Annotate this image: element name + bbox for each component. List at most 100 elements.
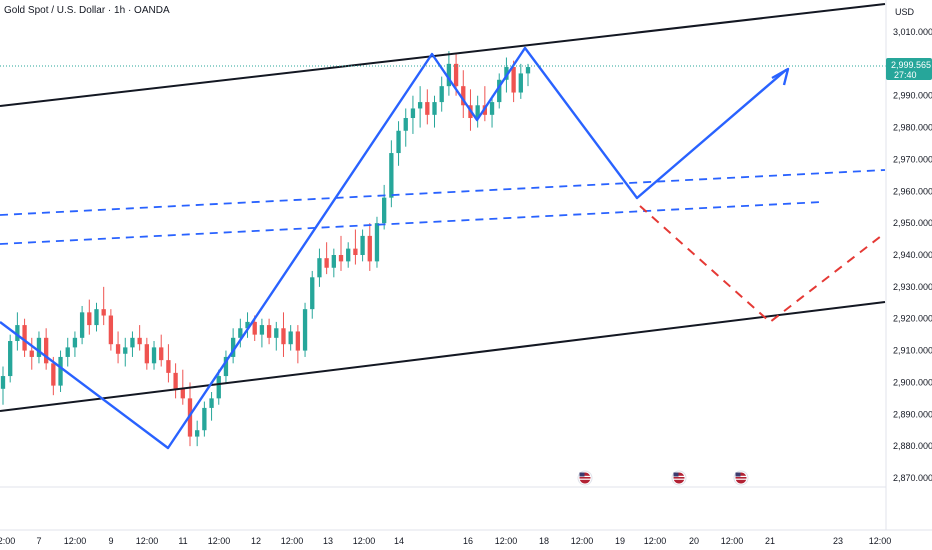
candle-body <box>101 309 106 316</box>
price-tick-label: 2,980.000 <box>893 123 932 133</box>
time-axis-ticks[interactable]: 12:00 7 12:00 9 12:00 11 12:00 12 12:00 13 12:00 14… <box>0 536 891 546</box>
candle-body <box>65 347 70 357</box>
time-tick-label: 12:00 <box>495 536 518 546</box>
us-flag-icon[interactable] <box>671 470 687 486</box>
candle <box>79 305 85 345</box>
candle <box>317 248 322 287</box>
dashed-support-line-upper[interactable] <box>0 169 886 216</box>
candle <box>173 363 178 399</box>
candle-body <box>151 347 157 364</box>
candle <box>58 350 63 392</box>
candle-body <box>475 105 480 119</box>
time-tick-label: 12:00 <box>644 536 667 546</box>
time-tick-label: 7 <box>36 536 41 546</box>
price-tick-label: 2,870.000 <box>893 473 932 483</box>
candle <box>274 321 279 351</box>
candle <box>525 63 531 87</box>
candle <box>108 309 114 351</box>
price-tick-label: 2,890.000 <box>893 409 932 419</box>
us-flag-icon[interactable] <box>733 470 749 486</box>
channel-upper-line[interactable] <box>0 3 886 107</box>
price-tick-label: 2,910.000 <box>893 346 932 356</box>
candle-body <box>166 360 171 373</box>
candle <box>65 337 70 367</box>
candle-body <box>353 248 358 255</box>
candle <box>166 344 171 383</box>
candle <box>353 229 358 265</box>
time-tick-label: 23 <box>833 536 843 546</box>
candle-body <box>360 235 365 255</box>
channel-lower-line[interactable] <box>0 301 886 412</box>
candle-body <box>489 102 495 115</box>
candle-body <box>382 197 387 224</box>
candle <box>94 302 99 332</box>
candle <box>266 318 272 345</box>
candle <box>439 76 444 112</box>
time-tick-label: 13 <box>323 536 333 546</box>
us-flag-icon[interactable] <box>577 470 593 486</box>
price-axis-panel[interactable] <box>886 0 932 550</box>
time-tick-label: 12:00 <box>721 536 744 546</box>
candle-body <box>331 255 336 268</box>
candle-body <box>367 235 372 262</box>
time-tick-label: 21 <box>765 536 775 546</box>
candle <box>101 286 106 326</box>
candle <box>288 325 293 351</box>
candle <box>209 391 214 421</box>
current-price-countdown: 27:40 <box>894 70 917 80</box>
current-price-label[interactable]: 2,999.565 27:40 <box>886 58 932 80</box>
candle <box>461 70 466 119</box>
candle-body <box>338 255 344 262</box>
candle <box>216 369 221 405</box>
price-tick-label: 2,970.000 <box>893 154 932 164</box>
candle-body <box>266 325 272 338</box>
candle-body <box>432 102 437 115</box>
time-tick-label: 12:00 <box>208 536 231 546</box>
current-price-value: 2,999.565 <box>891 60 931 70</box>
time-tick-label: 11 <box>178 536 187 546</box>
drawing-layer[interactable] <box>0 3 886 450</box>
candle <box>15 312 20 351</box>
candle-body <box>216 376 221 399</box>
candle-body <box>22 325 27 351</box>
pattern-path[interactable] <box>0 46 787 450</box>
candle-body <box>0 376 6 389</box>
candle-body <box>123 347 128 354</box>
candle <box>195 420 200 447</box>
candle-body <box>130 337 135 348</box>
time-tick-label: 20 <box>689 536 699 546</box>
candle <box>43 328 49 370</box>
candle <box>331 248 336 278</box>
candle-body <box>453 63 459 87</box>
candle <box>115 331 121 364</box>
candle-body <box>223 356 229 377</box>
time-tick-label: 14 <box>394 536 404 546</box>
candle <box>0 366 6 405</box>
price-tick-label: 2,930.000 <box>893 282 932 292</box>
candle <box>360 229 365 262</box>
candle-body <box>173 372 178 389</box>
candle <box>144 337 149 370</box>
chart-title: Gold Spot / U.S. Dollar · 1h · OANDA <box>4 5 170 16</box>
dashed-support-line-lower[interactable] <box>0 201 823 245</box>
candle-body <box>302 309 308 351</box>
candle-body <box>417 102 423 109</box>
candle <box>417 86 423 128</box>
price-axis-ticks: 3,010.000 2,990.000 2,980.000 2,970.000 2,96… <box>893 27 932 483</box>
candle-body <box>274 328 279 338</box>
price-tick-label: 2,940.000 <box>893 250 932 260</box>
time-tick-label: 19 <box>615 536 625 546</box>
time-tick-label: 12:00 <box>869 536 892 546</box>
candle <box>151 341 157 370</box>
candle <box>367 223 372 271</box>
candle-body <box>202 407 207 431</box>
candle-body <box>259 325 265 335</box>
candle-body <box>439 86 444 103</box>
candle-body <box>58 356 63 386</box>
candle-body <box>525 67 531 74</box>
price-tick-label: 2,900.000 <box>893 377 932 387</box>
candle-body <box>87 312 92 326</box>
candle <box>338 235 344 271</box>
